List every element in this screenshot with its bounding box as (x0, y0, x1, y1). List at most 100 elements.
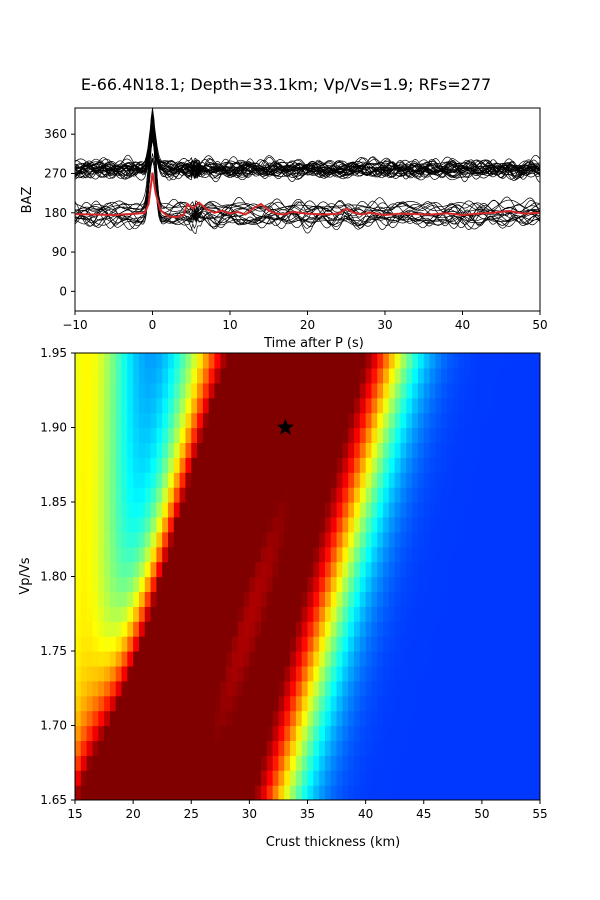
heatmap-cell (197, 382, 204, 399)
heatmap-cell (214, 487, 221, 503)
heatmap-cell (243, 680, 250, 697)
heatmap-cell (290, 695, 297, 712)
heatmap-cell (470, 561, 477, 578)
heatmap-cell (197, 576, 204, 592)
heatmap-cell (412, 710, 419, 727)
heatmap-cell (98, 621, 105, 637)
heatmap-cell (220, 412, 227, 429)
heatmap-cell (290, 382, 297, 399)
heatmap-cell (301, 472, 309, 488)
heatmap-cell (493, 695, 500, 712)
heatmap-cell (394, 502, 402, 518)
heatmap-cell (255, 680, 262, 697)
heatmap-cell (121, 531, 128, 548)
heatmap-cell (324, 651, 332, 667)
heatmap-cell (231, 502, 239, 518)
heatmap-cell (156, 397, 163, 414)
heatmap-cell (505, 576, 512, 592)
heatmap-cell (295, 606, 303, 622)
heatmap-cell (528, 576, 535, 592)
heatmap-cell (150, 353, 157, 369)
heatmap-cell (226, 412, 233, 429)
heatmap-cell (231, 487, 239, 503)
heatmap-cell (499, 516, 506, 533)
heatmap-cell (429, 397, 436, 414)
heatmap-cell (522, 680, 529, 697)
heatmap-cell (371, 740, 378, 756)
heatmap-cell (447, 651, 454, 667)
heatmap-cell (92, 472, 99, 488)
heatmap-cell (313, 785, 320, 800)
heatmap-cell (330, 591, 338, 607)
heatmap-cell (394, 680, 402, 697)
heatmap-cell (86, 725, 94, 741)
heatmap-cell (348, 665, 355, 682)
heatmap-cell (156, 636, 163, 652)
heatmap-cell (86, 606, 94, 622)
heatmap-cell (98, 651, 105, 667)
heatmap-cell (499, 412, 506, 429)
heatmap-cell (522, 427, 529, 443)
heatmap-cell (406, 531, 413, 548)
heatmap-cell (208, 710, 216, 727)
heatmap-cell (476, 531, 483, 548)
heatmap-cell (394, 546, 402, 563)
heatmap-cell (470, 785, 477, 800)
heatmap-cell (441, 606, 448, 622)
heatmap-cell (417, 606, 425, 622)
heatmap-cell (394, 531, 402, 548)
heatmap-cell (423, 516, 431, 533)
heatmap-cell (144, 457, 152, 473)
heatmap-cell (272, 427, 280, 443)
heatmap-cell (417, 531, 425, 548)
heatmap-cell (487, 397, 495, 414)
heatmap-cell (301, 487, 309, 503)
heatmap-cell (92, 442, 99, 458)
heatmap-cell (237, 353, 245, 369)
heatmap-cell (470, 427, 477, 443)
heatmap-cell (528, 472, 535, 488)
heatmap-cell (528, 442, 535, 458)
heatmap-cell (156, 680, 163, 697)
heatmap-cell (400, 740, 407, 756)
heatmap-cell (284, 606, 291, 622)
heatmap-cell (92, 740, 99, 756)
heatmap-cell (319, 770, 326, 786)
heatmap-cell (417, 412, 425, 429)
heatmap-cell (138, 561, 146, 578)
heatmap-cell (301, 740, 309, 756)
heatmap-cell (534, 770, 540, 786)
heatmap-cell (295, 591, 303, 607)
heatmap-cell (202, 621, 210, 637)
heatmap-cell (464, 382, 471, 399)
heatmap-cell (417, 353, 425, 369)
heatmap-cell (92, 755, 99, 771)
heatmap-cell (144, 516, 152, 533)
heatmap-cell (214, 710, 221, 727)
heatmap-cell (109, 546, 117, 563)
heatmap-cell (528, 755, 535, 771)
heatmap-cell (121, 621, 128, 637)
heatmap-cell (342, 546, 349, 563)
heatmap-cell (359, 367, 367, 384)
heatmap-cell (383, 472, 390, 488)
heatmap-cell (80, 397, 88, 414)
heatmap-cell (464, 606, 471, 622)
heatmap-cell (202, 636, 210, 652)
heatmap-cell (214, 442, 221, 458)
heatmap-cell (156, 695, 163, 712)
heatmap-cell (400, 427, 407, 443)
heatmap-cell (400, 621, 407, 637)
heatmap-cell (388, 367, 396, 384)
heatmap-cell (423, 576, 431, 592)
heatmap-cell (249, 606, 256, 622)
heatmap-cell (336, 502, 343, 518)
heatmap-cell (179, 472, 187, 488)
heatmap-cell (429, 353, 436, 369)
heatmap-cell (266, 785, 274, 800)
heatmap-cell (447, 770, 454, 786)
heatmap-cell (528, 740, 535, 756)
heatmap-cell (144, 353, 152, 369)
heatmap-cell (138, 651, 146, 667)
